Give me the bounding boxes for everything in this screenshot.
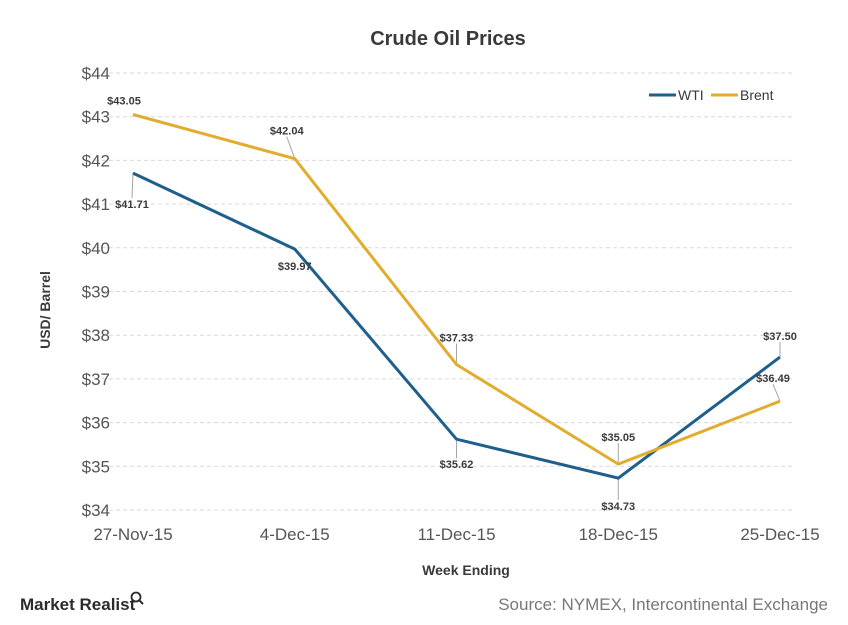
- y-tick-label: $41: [82, 195, 110, 214]
- label-leader-lines: [131, 136, 781, 501]
- magnifier-icon: [130, 591, 144, 605]
- data-label-wti: $39.97: [278, 261, 312, 273]
- y-tick-label: $40: [82, 239, 110, 258]
- x-tick-label: 18-Dec-15: [579, 525, 658, 544]
- y-tick-label: $38: [82, 326, 110, 345]
- data-label-brent: $37.33: [440, 332, 474, 344]
- chart-title: Crude Oil Prices: [370, 28, 526, 50]
- y-tick-label: $36: [82, 414, 110, 433]
- y-axis-label: USD/ Barrel: [37, 271, 53, 349]
- y-axis-ticks: $34 $35 $36 $37 $38 $39 $40 $41 $42 $43 $44: [82, 64, 110, 520]
- y-tick-label: $44: [82, 64, 110, 83]
- series-lines: [132, 113, 781, 480]
- y-tick-label: $37: [82, 370, 110, 389]
- legend-label-brent: Brent: [740, 87, 774, 103]
- source-note: Source: NYMEX, Intercontinental Exchange: [498, 595, 828, 614]
- leader-line: [772, 383, 781, 402]
- y-tick-label: $42: [82, 151, 110, 170]
- leader-line: [131, 173, 134, 199]
- x-tick-label: 11-Dec-15: [417, 525, 495, 544]
- data-label-wti: $34.73: [601, 501, 635, 513]
- data-label-brent: $36.49: [756, 373, 790, 385]
- data-label-brent: $35.05: [601, 432, 635, 444]
- data-label-wti: $35.62: [440, 459, 474, 471]
- data-label-brent: $43.05: [107, 96, 141, 108]
- leader-line: [286, 136, 296, 159]
- x-axis-ticks: 27-Nov-15 4-Dec-15 11-Dec-15 18-Dec-15 25-De…: [93, 525, 819, 544]
- data-labels: $41.71 $39.97 $35.62 $34.73 $37.50 $43.05 $42.…: [107, 96, 797, 514]
- x-tick-label: 27-Nov-15: [93, 525, 172, 544]
- data-label-wti: $37.50: [763, 331, 797, 343]
- x-tick-label: 25-Dec-15: [740, 525, 819, 544]
- y-tick-label: $35: [82, 457, 110, 476]
- x-tick-label: 4-Dec-15: [260, 525, 330, 544]
- series-line-wti: [132, 171, 781, 480]
- grid-lines: [95, 72, 795, 511]
- data-label-brent: $42.04: [270, 126, 305, 138]
- y-tick-label: $39: [82, 283, 110, 302]
- brand-name: Market Realist: [20, 595, 136, 614]
- legend: WTI Brent: [649, 87, 774, 103]
- legend-label-wti: WTI: [678, 87, 704, 103]
- brand-logo: Market Realist: [20, 591, 144, 614]
- series-line-brent: [132, 113, 781, 466]
- y-tick-label: $43: [82, 108, 110, 127]
- data-label-wti: $41.71: [115, 199, 149, 211]
- y-tick-label: $34: [82, 501, 110, 520]
- x-axis-label: Week Ending: [422, 562, 510, 578]
